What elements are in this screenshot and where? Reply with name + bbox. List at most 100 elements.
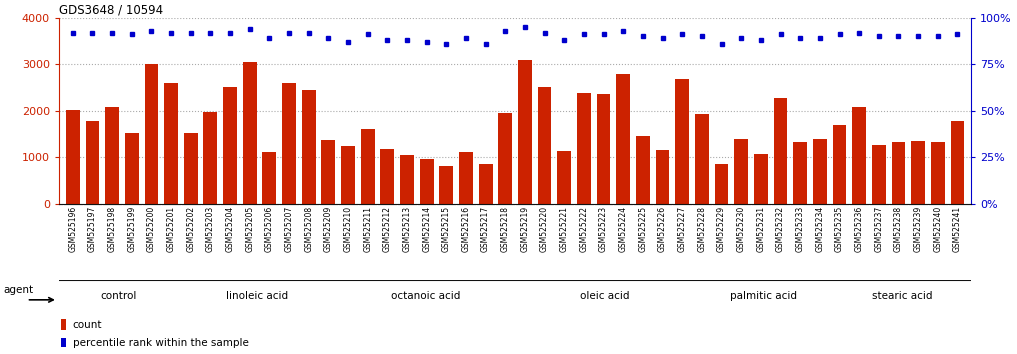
Text: GSM525219: GSM525219 [521,206,530,252]
Bar [61,338,66,347]
Text: octanoic acid: octanoic acid [392,291,461,302]
Bar [754,154,768,204]
Text: GSM525213: GSM525213 [403,206,412,252]
Bar [282,83,296,204]
Bar [341,146,355,204]
Bar [144,64,159,204]
Text: GSM525230: GSM525230 [736,206,745,252]
Text: GDS3648 / 10594: GDS3648 / 10594 [59,4,163,17]
Bar [203,113,218,204]
Text: GSM525221: GSM525221 [559,206,569,252]
Text: GSM525201: GSM525201 [167,206,176,252]
Text: GSM525203: GSM525203 [205,206,215,252]
Text: GSM525240: GSM525240 [934,206,943,252]
Bar [400,155,414,204]
Text: GSM525210: GSM525210 [344,206,353,252]
Bar [439,166,454,204]
Text: GSM525206: GSM525206 [264,206,274,252]
Bar [813,139,827,204]
Text: GSM525238: GSM525238 [894,206,903,252]
Bar [931,142,945,204]
Bar [164,83,178,204]
Bar [85,121,100,204]
Bar [361,129,374,204]
Bar [223,87,237,204]
Text: GSM525224: GSM525224 [618,206,627,252]
Bar [911,141,925,204]
Text: GSM525218: GSM525218 [500,206,510,252]
Text: GSM525223: GSM525223 [599,206,608,252]
Text: GSM525234: GSM525234 [816,206,825,252]
Text: oleic acid: oleic acid [580,291,630,302]
Text: palmitic acid: palmitic acid [729,291,796,302]
Text: linoleic acid: linoleic acid [226,291,289,302]
Bar [184,133,197,204]
Text: GSM525233: GSM525233 [795,206,804,252]
Text: GSM525202: GSM525202 [186,206,195,252]
Text: GSM525205: GSM525205 [245,206,254,252]
Text: GSM525226: GSM525226 [658,206,667,252]
Text: GSM525231: GSM525231 [757,206,766,252]
Text: GSM525197: GSM525197 [87,206,97,252]
Bar [459,153,473,204]
Text: GSM525236: GSM525236 [854,206,863,252]
Text: GSM525199: GSM525199 [127,206,136,252]
Text: GSM525200: GSM525200 [146,206,156,252]
Bar [675,79,690,204]
Text: GSM525222: GSM525222 [580,206,589,252]
Bar [479,164,492,204]
Bar [951,121,964,204]
Text: GSM525225: GSM525225 [639,206,648,252]
Bar [616,74,631,204]
Bar [597,95,610,204]
Bar [498,113,513,204]
Text: GSM525215: GSM525215 [441,206,451,252]
Bar [380,149,395,204]
Text: GSM525211: GSM525211 [363,206,372,252]
Text: GSM525212: GSM525212 [382,206,392,252]
Bar [636,136,650,204]
Bar [892,142,905,204]
Bar [243,62,256,204]
Text: control: control [101,291,136,302]
Text: GSM525227: GSM525227 [677,206,686,252]
Bar [872,145,886,204]
Text: stearic acid: stearic acid [872,291,932,302]
Bar [695,114,709,204]
Bar [125,133,138,204]
Text: GSM525232: GSM525232 [776,206,785,252]
Bar [302,90,315,204]
Bar [793,142,807,204]
Bar [577,93,591,204]
Bar [774,98,787,204]
Text: GSM525207: GSM525207 [285,206,294,252]
Text: GSM525214: GSM525214 [422,206,431,252]
Bar [262,153,277,204]
Bar [321,140,336,204]
Text: GSM525235: GSM525235 [835,206,844,252]
Text: GSM525241: GSM525241 [953,206,962,252]
Text: GSM525220: GSM525220 [540,206,549,252]
Text: GSM525196: GSM525196 [68,206,77,252]
Text: percentile rank within the sample: percentile rank within the sample [72,338,248,348]
Text: agent: agent [3,285,34,295]
Text: GSM525229: GSM525229 [717,206,726,252]
Text: GSM525209: GSM525209 [323,206,333,252]
Bar [538,87,551,204]
Text: GSM525198: GSM525198 [108,206,117,252]
Bar [105,107,119,204]
Text: GSM525239: GSM525239 [913,206,922,252]
Text: GSM525217: GSM525217 [481,206,490,252]
Bar [656,150,669,204]
Text: GSM525208: GSM525208 [304,206,313,252]
Bar [66,110,79,204]
Bar [420,159,433,204]
Text: GSM525204: GSM525204 [226,206,235,252]
Bar [557,151,572,204]
Text: count: count [72,320,102,330]
Text: GSM525237: GSM525237 [875,206,884,252]
Bar [852,107,866,204]
Bar [715,164,728,204]
Bar [61,319,66,330]
Bar [518,59,532,204]
